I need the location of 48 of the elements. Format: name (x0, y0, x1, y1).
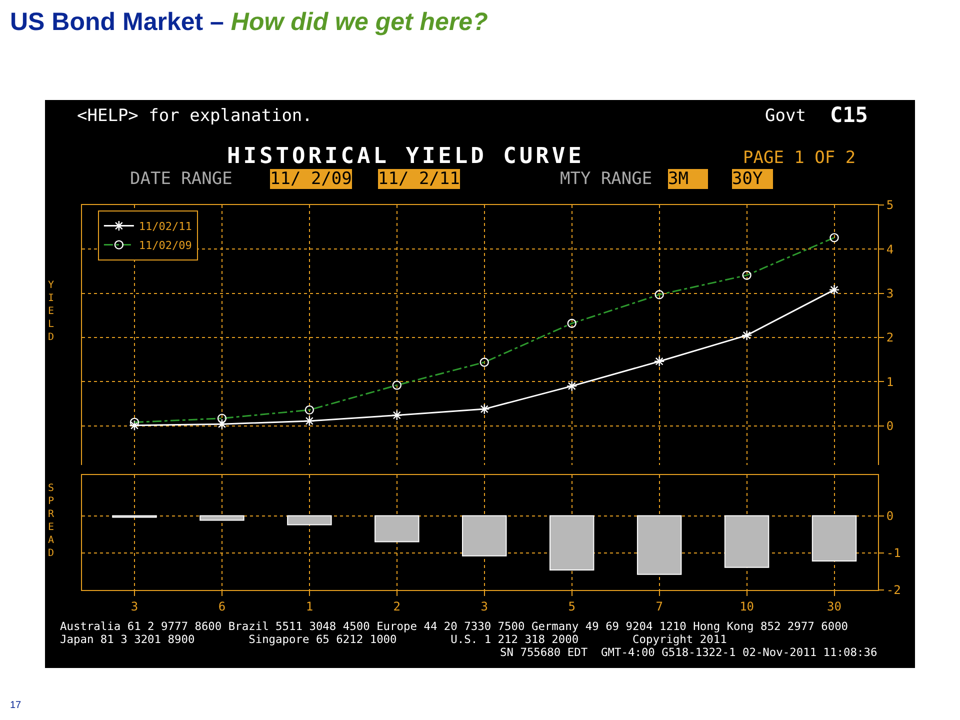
y-tick-label: -2 (886, 583, 901, 598)
y-tick-label: 1 (886, 374, 894, 389)
y-tick-label: 4 (886, 242, 894, 256)
text: <HELP> for explanation. (77, 106, 312, 126)
point (828, 284, 840, 296)
x-tick-label: 3 (480, 599, 488, 614)
chart-title: US Bond Market – (10, 8, 224, 36)
text: DATE RANGE (130, 169, 232, 189)
point (566, 380, 578, 392)
text: 11/ 2/11 (378, 169, 460, 189)
text: PAGE 1 OF 2 (743, 148, 856, 168)
y-tick-label: 5 (886, 198, 894, 212)
point (654, 356, 665, 367)
x-tick-label: 3 (130, 599, 138, 614)
text: C15 (830, 103, 868, 127)
text: 11/ 2/09 (270, 169, 352, 189)
text: Japan 81 3 3201 8900 Singapore 65 6212 1000 U.S. 1 212 318 2000 Copyright 2011 (60, 633, 727, 646)
y-tick-label: 2 (886, 330, 894, 345)
point (478, 404, 490, 414)
text: 17 (10, 700, 22, 711)
legend-label: 11/02/11 (138, 220, 192, 234)
point (392, 410, 402, 421)
text: Govt (765, 106, 806, 126)
x-tick-label: 7 (656, 599, 663, 614)
legend-label: 11/02/09 (138, 239, 192, 252)
x-tick-label: 1 (306, 599, 314, 614)
x-tick-label: 6 (218, 599, 226, 614)
x-tick-label: 5 (568, 599, 576, 614)
point (216, 418, 228, 430)
text: MTY RANGE (560, 169, 652, 189)
point (741, 330, 752, 341)
y-tick-label: 0 (886, 509, 894, 524)
x-tick-label: 10 (740, 599, 754, 614)
text: HISTORICAL YIELD CURVE (227, 144, 584, 169)
chart-subtitle: How did we get here? (230, 8, 488, 36)
text: 30Y (732, 169, 773, 189)
x-tick-label: 30 (827, 599, 842, 614)
y-tick-label: -1 (886, 546, 901, 560)
text: 3M (668, 169, 708, 189)
text: SN 755680 EDT GMT-4:00 G518-1322-1 02-Nov-2011 11:08:36 (500, 646, 878, 659)
y-axis-title: YIELD (48, 280, 54, 343)
point (129, 420, 140, 431)
text: Australia 61 2 9777 8600 Brazil 5511 3048 4500 Europe 44 20 7330 7500 Germany 49 69 9204 1210 Hong Kong 852 2977 6000 (60, 620, 848, 633)
x-tick-label: 2 (393, 599, 401, 614)
y-axis-title: SPREAD (48, 483, 55, 559)
point (304, 416, 315, 426)
y-tick-label: 0 (886, 419, 894, 434)
y-tick-label: 3 (886, 286, 894, 301)
